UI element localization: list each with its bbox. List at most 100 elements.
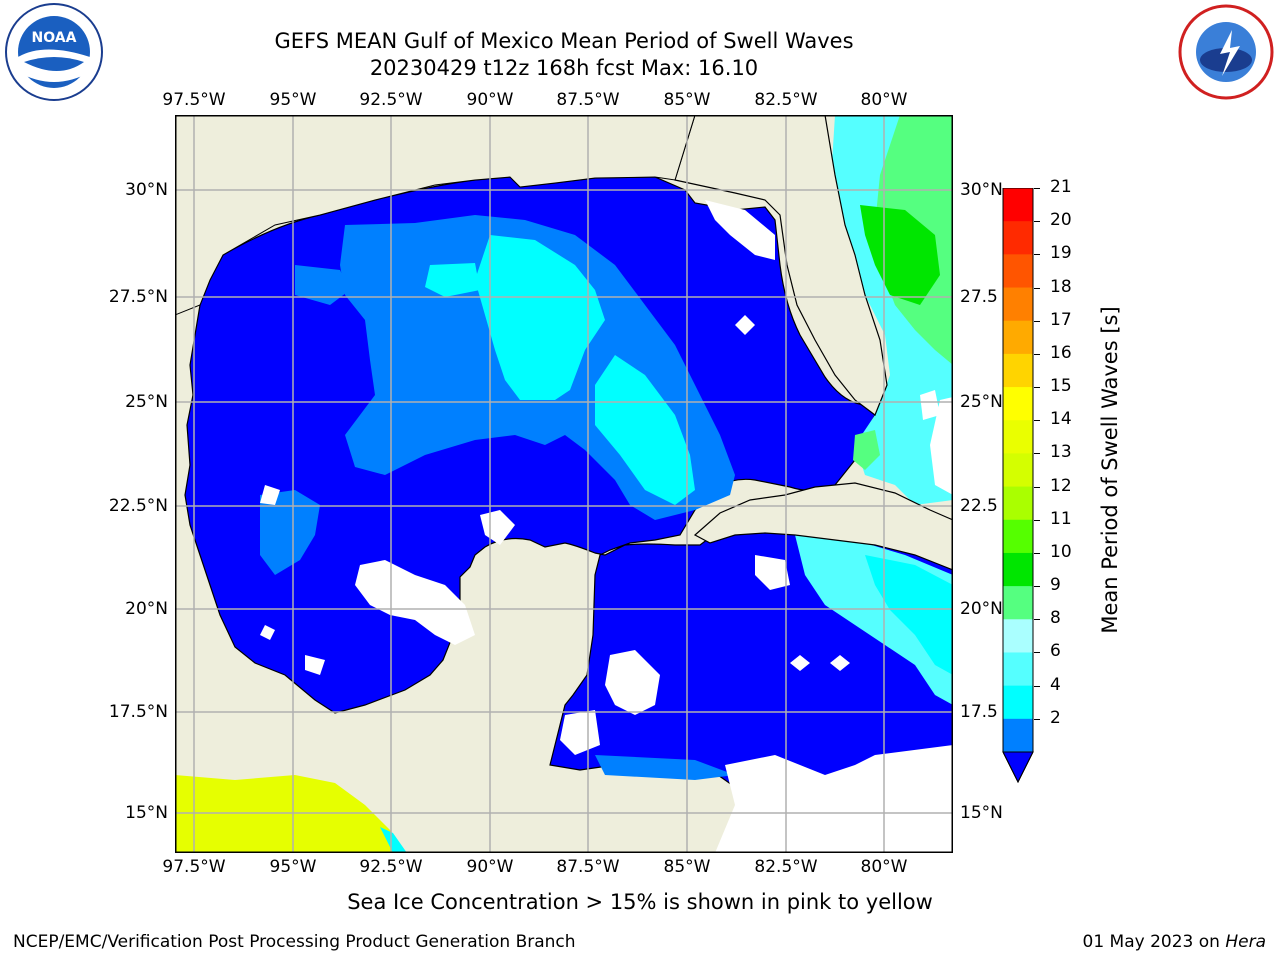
- mid-blue-patch: [595, 755, 735, 780]
- noaa-logo-text: NOAA: [32, 30, 77, 46]
- mid-blue-patch: [295, 265, 350, 305]
- north-coast-land: [175, 115, 696, 316]
- colorbar-tick-mark: [1034, 552, 1040, 554]
- colorbar-label: Mean Period of Swell Waves [s]: [1098, 306, 1122, 634]
- colorbar-tick-label: 14: [1050, 409, 1072, 430]
- chart-subtitle: 20230429 t12z 168h fcst Max: 16.10: [369, 56, 759, 80]
- colorbar-tick-label: 15: [1050, 376, 1072, 397]
- colorbar-swatch: [1003, 718, 1033, 753]
- lon-label-bottom: 92.5°W: [359, 857, 423, 877]
- colorbar-tick-mark: [1034, 453, 1040, 455]
- lon-label-top: 97.5°W: [162, 90, 226, 110]
- colorbar-tick-mark: [1034, 320, 1040, 322]
- lon-label-bottom: 87.5°W: [556, 857, 620, 877]
- colorbar-tick-label: 9: [1050, 575, 1061, 596]
- colorbar-swatch: [1003, 552, 1033, 587]
- lon-label-top: 90°W: [466, 90, 514, 110]
- colorbar-tick-label: 20: [1050, 210, 1072, 231]
- lon-label-bottom: 80°W: [860, 857, 908, 877]
- colorbar-tick-label: 4: [1050, 674, 1061, 695]
- atlantic-bright-green: [860, 205, 940, 305]
- colorbar-tick-mark: [1034, 652, 1040, 654]
- lon-label-top: 92.5°W: [359, 90, 423, 110]
- lat-label-right: 17.5: [960, 702, 998, 722]
- colorbar-tick-mark: [1034, 420, 1040, 422]
- colorbar-tick-mark: [1034, 254, 1040, 256]
- lat-label-left: 20°N: [125, 599, 168, 619]
- colorbar-tick-label: 16: [1050, 342, 1072, 363]
- colorbar-tick-mark: [1034, 387, 1040, 389]
- lon-label-bottom: 90°W: [466, 857, 514, 877]
- colorbar-tick-label: 18: [1050, 276, 1072, 297]
- footer-machine: Hera: [1225, 932, 1266, 952]
- nws-logo: [1176, 2, 1276, 102]
- colorbar-swatch: [1003, 287, 1033, 322]
- colorbar-tick-mark: [1034, 619, 1040, 621]
- chart-title: GEFS MEAN Gulf of Mexico Mean Period of …: [274, 29, 854, 53]
- colorbar-swatch: [1003, 320, 1033, 355]
- colorbar: [1002, 187, 1034, 784]
- sea-ice-note: Sea Ice Concentration > 15% is shown in …: [347, 890, 933, 914]
- lat-label-right: 22.5: [960, 496, 998, 516]
- colorbar-tick-mark: [1034, 353, 1040, 355]
- lat-label-left: 30°N: [125, 180, 168, 200]
- lat-label-right: 27.5: [960, 287, 998, 307]
- lat-label-right: 30°N: [960, 180, 1003, 200]
- swell-period-map: [175, 115, 953, 853]
- colorbar-tick-mark: [1034, 519, 1040, 521]
- map-panel: [175, 115, 953, 853]
- colorbar-swatch: [1003, 586, 1033, 620]
- colorbar-tick-mark: [1034, 221, 1040, 223]
- colorbar-tick-mark: [1034, 486, 1040, 488]
- lon-label-top: 85°W: [663, 90, 711, 110]
- colorbar-swatch: [1003, 685, 1033, 720]
- cyan-patch: [425, 263, 480, 297]
- colorbar-tick-label: 19: [1050, 243, 1072, 264]
- lon-label-bottom: 95°W: [269, 857, 317, 877]
- atlantic-green-patch: [853, 430, 880, 470]
- caribbean-cyan: [865, 555, 953, 675]
- lat-label-right: 25°N: [960, 392, 1003, 412]
- colorbar-tick-mark: [1034, 287, 1040, 289]
- footer-date-text: 01 May 2023 on: [1082, 932, 1226, 952]
- mid-blue-patch: [260, 490, 320, 575]
- lat-label-left: 15°N: [125, 803, 168, 823]
- lat-label-left: 25°N: [125, 392, 168, 412]
- cuba-land: [693, 482, 953, 571]
- lon-label-bottom: 97.5°W: [162, 857, 226, 877]
- colorbar-tick-label: 2: [1050, 707, 1061, 728]
- colorbar-swatch: [1003, 221, 1033, 255]
- lat-label-left: 27.5°N: [108, 287, 168, 307]
- lon-label-top: 80°W: [860, 90, 908, 110]
- colorbar-swatch: [1003, 254, 1033, 289]
- lat-label-right: 15°N: [960, 803, 1003, 823]
- colorbar-swatch: [1003, 486, 1033, 521]
- colorbar-swatch: [1003, 353, 1033, 388]
- colorbar-tick-mark: [1034, 586, 1040, 588]
- lat-label-left: 22.5°N: [108, 496, 168, 516]
- colorbar-extend-triangle: [1002, 751, 1034, 784]
- lon-label-bottom: 85°W: [663, 857, 711, 877]
- noaa-logo: NOAA: [4, 2, 104, 102]
- colorbar-swatch: [1003, 453, 1033, 488]
- colorbar-tick-mark: [1034, 718, 1040, 720]
- lat-label-left: 17.5°N: [108, 702, 168, 722]
- lon-label-top: 95°W: [269, 90, 317, 110]
- sea-ice-edge: [380, 827, 407, 853]
- colorbar-tick-label: 17: [1050, 309, 1072, 330]
- colorbar-tick-label: 11: [1050, 508, 1072, 529]
- lon-label-bottom: 82.5°W: [754, 857, 818, 877]
- colorbar-tick-label: 12: [1050, 475, 1072, 496]
- colorbar-swatches: [1002, 187, 1034, 784]
- colorbar-ticks: 21 20 19 18 17 16 15 14 13 12 11 10 9 8 6 4 2: [1034, 177, 1100, 768]
- colorbar-tick-label: 6: [1050, 641, 1061, 662]
- sea-ice-yellow: [175, 775, 405, 853]
- colorbar-tick-mark: [1034, 188, 1040, 189]
- colorbar-swatch: [1003, 652, 1033, 687]
- lat-label-right: 20°N: [960, 599, 1003, 619]
- colorbar-swatch: [1003, 619, 1033, 653]
- graticule: [175, 115, 953, 853]
- colorbar-tick-label: 8: [1050, 608, 1061, 629]
- footer-credit: NCEP/EMC/Verification Post Processing Pr…: [13, 932, 576, 952]
- colorbar-swatch: [1003, 420, 1033, 454]
